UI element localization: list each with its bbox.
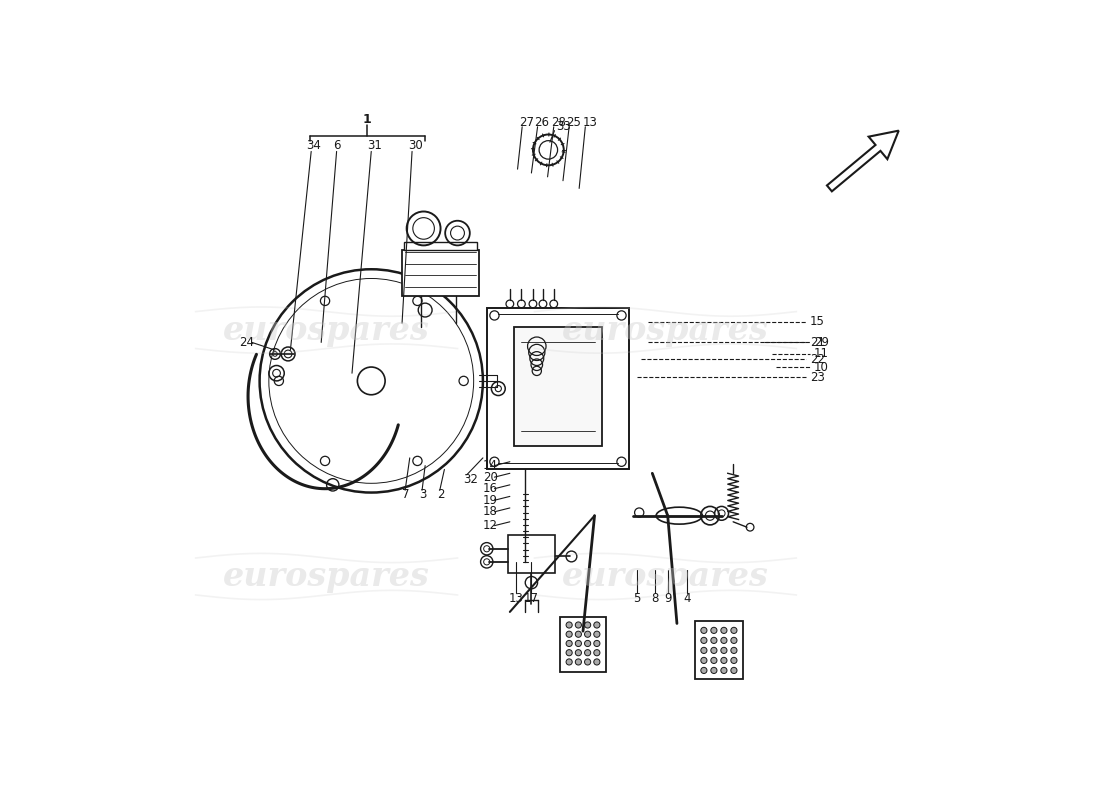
Circle shape bbox=[594, 640, 600, 646]
Text: 28: 28 bbox=[551, 117, 565, 130]
Circle shape bbox=[711, 658, 717, 663]
Bar bbox=[514, 327, 603, 446]
Text: eurospares: eurospares bbox=[562, 560, 769, 593]
Text: 2: 2 bbox=[437, 488, 444, 502]
Text: 3: 3 bbox=[419, 488, 427, 502]
Bar bbox=[508, 535, 554, 574]
Circle shape bbox=[584, 659, 591, 665]
Bar bbox=[486, 308, 629, 470]
Circle shape bbox=[575, 650, 582, 656]
Text: 5: 5 bbox=[634, 591, 640, 605]
Circle shape bbox=[566, 640, 572, 646]
Circle shape bbox=[701, 638, 707, 643]
Circle shape bbox=[566, 631, 572, 638]
Text: 24: 24 bbox=[239, 336, 254, 349]
Circle shape bbox=[701, 627, 707, 634]
Text: 25: 25 bbox=[566, 117, 581, 130]
Circle shape bbox=[711, 638, 717, 643]
Text: eurospares: eurospares bbox=[562, 314, 769, 346]
Text: 19: 19 bbox=[483, 494, 498, 506]
Bar bbox=[405, 242, 476, 250]
Circle shape bbox=[575, 631, 582, 638]
Circle shape bbox=[594, 622, 600, 628]
Text: eurospares: eurospares bbox=[223, 314, 430, 346]
Bar bbox=[695, 621, 744, 679]
Circle shape bbox=[584, 640, 591, 646]
Text: 21: 21 bbox=[810, 336, 825, 349]
Text: 14: 14 bbox=[483, 459, 498, 472]
Circle shape bbox=[730, 647, 737, 654]
Circle shape bbox=[566, 650, 572, 656]
Text: 30: 30 bbox=[408, 138, 424, 152]
Circle shape bbox=[701, 647, 707, 654]
Circle shape bbox=[575, 659, 582, 665]
Circle shape bbox=[584, 631, 591, 638]
Bar bbox=[560, 617, 606, 672]
Circle shape bbox=[720, 647, 727, 654]
Text: 1: 1 bbox=[363, 113, 372, 126]
Text: 34: 34 bbox=[307, 138, 321, 152]
Text: 17: 17 bbox=[524, 591, 539, 605]
Circle shape bbox=[720, 658, 727, 663]
Circle shape bbox=[720, 627, 727, 634]
Text: 20: 20 bbox=[483, 470, 498, 484]
Circle shape bbox=[711, 667, 717, 674]
Bar bbox=[403, 250, 480, 296]
Text: 23: 23 bbox=[810, 370, 825, 383]
Circle shape bbox=[730, 627, 737, 634]
Text: 4: 4 bbox=[683, 591, 691, 605]
Text: 10: 10 bbox=[814, 361, 829, 374]
Circle shape bbox=[730, 658, 737, 663]
Text: 11: 11 bbox=[814, 347, 829, 361]
Text: 18: 18 bbox=[483, 506, 498, 518]
Text: 32: 32 bbox=[464, 473, 478, 486]
Text: 27: 27 bbox=[519, 117, 535, 130]
Text: 8: 8 bbox=[651, 591, 658, 605]
Circle shape bbox=[720, 638, 727, 643]
Circle shape bbox=[711, 627, 717, 634]
Text: 13: 13 bbox=[508, 591, 524, 605]
Text: 9: 9 bbox=[664, 591, 672, 605]
Circle shape bbox=[730, 667, 737, 674]
Circle shape bbox=[594, 650, 600, 656]
Circle shape bbox=[566, 659, 572, 665]
Circle shape bbox=[575, 640, 582, 646]
Text: 15: 15 bbox=[810, 315, 825, 328]
Circle shape bbox=[575, 622, 582, 628]
Text: 31: 31 bbox=[367, 138, 383, 152]
Text: eurospares: eurospares bbox=[223, 560, 430, 593]
Circle shape bbox=[566, 622, 572, 628]
Circle shape bbox=[594, 659, 600, 665]
Text: 26: 26 bbox=[535, 117, 550, 130]
Circle shape bbox=[584, 650, 591, 656]
Text: 13: 13 bbox=[582, 117, 597, 130]
Text: 29: 29 bbox=[814, 336, 829, 349]
Circle shape bbox=[730, 638, 737, 643]
Text: 7: 7 bbox=[403, 488, 409, 502]
Circle shape bbox=[720, 667, 727, 674]
Text: 16: 16 bbox=[483, 482, 498, 495]
Text: 22: 22 bbox=[810, 353, 825, 366]
Text: 12: 12 bbox=[483, 519, 498, 532]
Text: 33: 33 bbox=[556, 120, 571, 134]
Circle shape bbox=[594, 631, 600, 638]
Text: 6: 6 bbox=[332, 138, 340, 152]
Circle shape bbox=[701, 658, 707, 663]
Circle shape bbox=[701, 667, 707, 674]
Circle shape bbox=[584, 622, 591, 628]
Circle shape bbox=[711, 647, 717, 654]
